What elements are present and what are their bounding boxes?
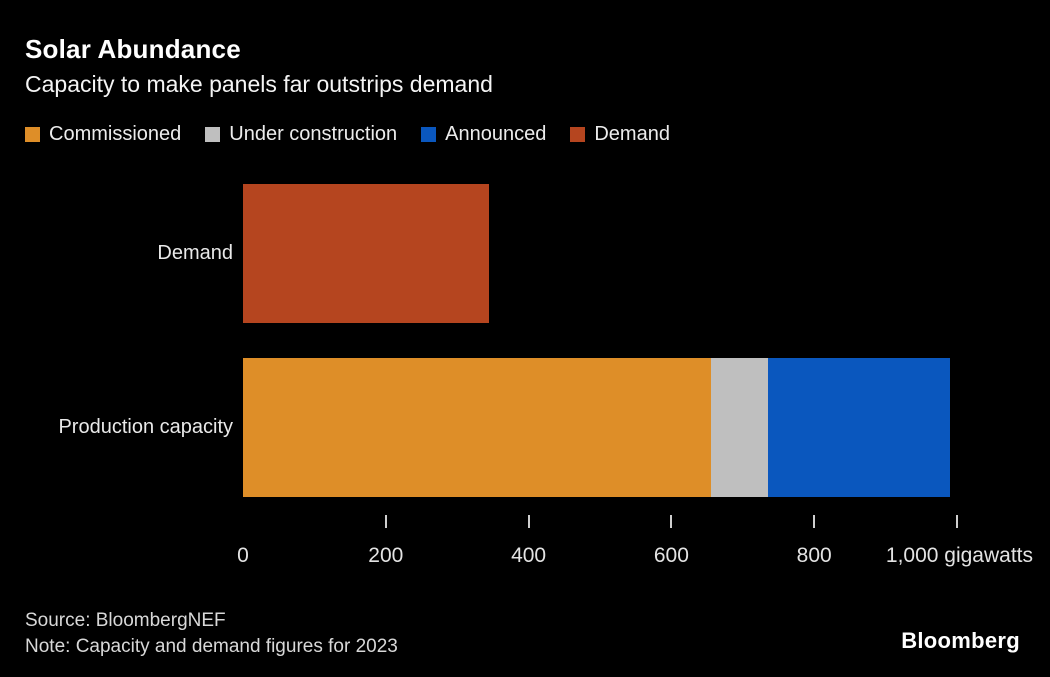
- category-label-demand: Demand: [157, 242, 233, 264]
- axis-tick-label-1-000: 1,000 gigawatts: [885, 544, 1033, 567]
- axis-tick-200: [384, 515, 387, 528]
- legend-label: Demand: [594, 123, 670, 145]
- axis-tick-600: [670, 515, 673, 528]
- axis-tick-label-600: 600: [653, 544, 689, 567]
- axis-tick-label-800: 800: [796, 544, 832, 567]
- bar-demand: [243, 184, 490, 323]
- legend-swatch-announced: [421, 127, 437, 142]
- bar-segment-announced: [767, 358, 950, 497]
- legend-item-demand: Demand: [570, 123, 670, 146]
- legend: Commissioned Under construction Announced D…: [25, 123, 670, 146]
- axis-tick-800: [813, 515, 816, 528]
- axis-tick-label-0: 0: [237, 544, 249, 567]
- footer: Source: BloombergNEF Note: Capacity and …: [25, 608, 398, 660]
- legend-label: Commissioned: [49, 123, 182, 145]
- legend-label: Announced: [445, 123, 547, 145]
- axis-tick-1-000: [956, 515, 958, 528]
- chart-title: Solar Abundance: [25, 34, 241, 64]
- category-label-production-capacity: Production capacity: [58, 416, 233, 438]
- bar-segment-commissioned: [243, 358, 711, 497]
- bloomberg-logo: Bloomberg: [901, 628, 1020, 653]
- axis-tick-400: [527, 515, 530, 528]
- legend-label: Under construction: [229, 123, 398, 145]
- legend-item-commissioned: Commissioned: [25, 123, 181, 146]
- axis-tick-label-400: 400: [511, 544, 547, 567]
- legend-swatch-under-construction: [205, 127, 221, 142]
- legend-item-announced: Announced: [421, 123, 546, 146]
- bar-production-capacity: [243, 358, 950, 497]
- legend-item-under-construction: Under construction: [205, 123, 397, 146]
- source-note: Source: BloombergNEF: [25, 610, 226, 631]
- axis-tick-label-200: 200: [368, 544, 404, 567]
- legend-swatch-commissioned: [25, 127, 40, 142]
- chart-subtitle: Capacity to make panels far outstrips de…: [25, 71, 493, 97]
- chart-note: Note: Capacity and demand figures for 20…: [25, 636, 398, 657]
- bar-segment-under-construction: [710, 358, 768, 497]
- bar-segment-demand: [243, 184, 490, 323]
- legend-swatch-demand: [570, 127, 586, 142]
